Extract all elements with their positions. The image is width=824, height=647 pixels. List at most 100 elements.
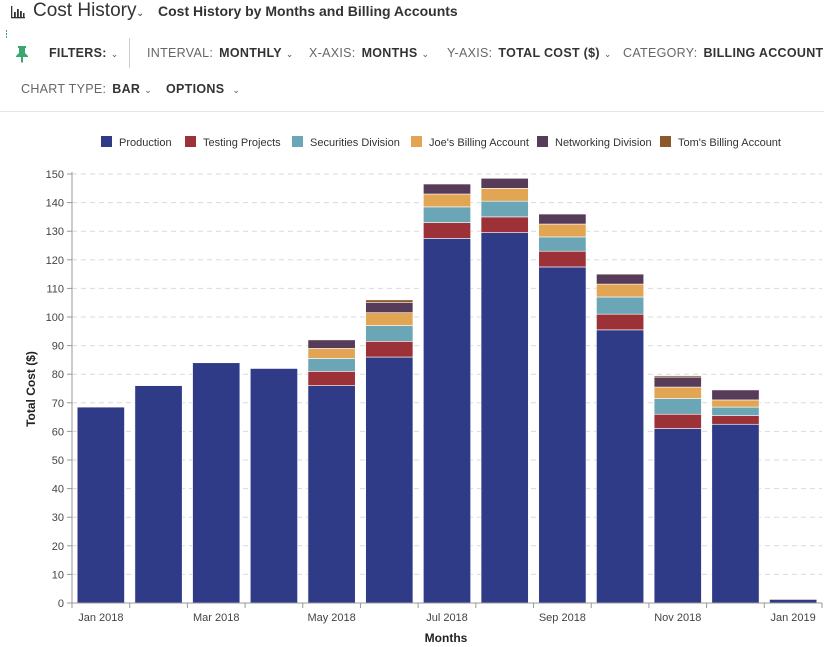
bar-networking-division[interactable] [480, 177, 529, 189]
pin-icon[interactable] [15, 45, 29, 63]
bar-testing-projects[interactable] [653, 413, 702, 429]
y-tick-label: 100 [46, 312, 64, 324]
bar-testing-projects[interactable] [596, 313, 645, 331]
legend-label-networking-division[interactable]: Networking Division [555, 137, 652, 149]
bar-production[interactable] [653, 428, 702, 604]
bar-joe-s-billing-account[interactable] [307, 348, 356, 359]
bar-testing-projects[interactable] [480, 216, 529, 233]
bar-production[interactable] [307, 385, 356, 604]
charttype-dropdown[interactable]: CHART TYPE: BAR ⌄ [21, 82, 152, 96]
bar-production[interactable] [76, 406, 125, 604]
bar-production[interactable] [480, 232, 529, 604]
y-axis-title: Total Cost ($) [24, 351, 38, 427]
bar-joe-s-billing-account[interactable] [538, 223, 587, 238]
interval-dropdown[interactable]: INTERVAL: MONTHLY ⌄ [147, 46, 294, 60]
chevron-down-icon: ⌄ [110, 49, 119, 59]
bar-production[interactable] [769, 599, 818, 604]
bar-production[interactable] [423, 238, 471, 604]
bar-testing-projects[interactable] [365, 341, 414, 358]
legend-swatch [411, 136, 422, 147]
chevron-down-icon: ⌄ [603, 49, 612, 59]
bar-production[interactable] [596, 329, 645, 604]
bar-tom-s-billing-account[interactable] [653, 375, 702, 378]
legend-swatch [537, 136, 548, 147]
chevron-down-icon: ⌄ [285, 49, 294, 59]
options-dropdown[interactable]: OPTIONS ⌄ [166, 82, 240, 96]
x-tick-label: Jan 2018 [78, 612, 123, 624]
filters-button[interactable]: FILTERS: ⌄ [49, 46, 119, 60]
y-tick-label: 110 [46, 283, 64, 295]
toolbar-secondary: CHART TYPE: BAR ⌄ OPTIONS ⌄ [0, 76, 824, 104]
legend-label-tom-s-billing-account[interactable]: Tom's Billing Account [678, 137, 781, 149]
bar-chart-icon [11, 6, 25, 19]
category-label: CATEGORY: [623, 46, 698, 60]
bar-networking-division[interactable] [365, 302, 414, 314]
legend-label-securities-division[interactable]: Securities Division [310, 137, 400, 149]
bar-networking-division[interactable] [653, 376, 702, 388]
bar-testing-projects[interactable] [538, 250, 587, 268]
y-tick-label: 30 [52, 512, 64, 524]
x-tick-label: Jan 2019 [771, 612, 816, 624]
bar-securities-division[interactable] [365, 325, 414, 342]
y-tick-label: 130 [46, 226, 64, 238]
bar-securities-division[interactable] [538, 236, 587, 252]
legend-swatch [292, 136, 303, 147]
bar-networking-division[interactable] [538, 213, 587, 225]
filters-label: FILTERS: [49, 46, 107, 60]
bar-securities-division[interactable] [480, 200, 529, 218]
bar-joe-s-billing-account[interactable] [596, 283, 645, 298]
legend-label-joe-s-billing-account[interactable]: Joe's Billing Account [429, 137, 529, 149]
bar-testing-projects[interactable] [307, 371, 356, 386]
y-tick-label: 120 [46, 255, 64, 267]
bar-production[interactable] [134, 385, 183, 604]
chevron-down-icon[interactable]: ⌄ [136, 8, 145, 19]
cost-history-chart: Production Testing Projects Securities Div… [24, 136, 823, 645]
chevron-down-icon: ⌄ [232, 85, 241, 95]
bar-securities-division[interactable] [711, 406, 760, 416]
legend-label-production[interactable]: Production [119, 137, 172, 149]
legend-swatch [185, 136, 196, 147]
app-title[interactable]: Cost History [33, 0, 137, 21]
bar-networking-division[interactable] [711, 389, 760, 401]
bar-joe-s-billing-account[interactable] [711, 399, 760, 408]
y-tick-label: 80 [52, 369, 64, 381]
chart-legend: Production Testing Projects Securities Div… [101, 136, 781, 149]
bar-production[interactable] [365, 356, 414, 604]
bar-production[interactable] [192, 362, 241, 604]
bar-production[interactable] [711, 423, 760, 604]
y-tick-label: 20 [52, 541, 64, 553]
bar-networking-division[interactable] [423, 183, 471, 195]
report-title: Cost History by Months and Billing Accou… [158, 3, 458, 19]
bar-testing-projects[interactable] [423, 222, 471, 239]
bar-securities-division[interactable] [596, 296, 645, 315]
bar-joe-s-billing-account[interactable] [653, 386, 702, 399]
bar-tom-s-billing-account[interactable] [365, 299, 414, 303]
y-tick-label: 40 [52, 484, 64, 496]
bar-securities-division[interactable] [423, 206, 471, 223]
bar-securities-division[interactable] [653, 398, 702, 415]
category-dropdown[interactable]: CATEGORY:BILLING ACCOUNTS⌄ [623, 46, 824, 60]
bar-joe-s-billing-account[interactable] [423, 193, 471, 208]
legend-label-testing-projects[interactable]: Testing Projects [203, 137, 281, 149]
bar-joe-s-billing-account[interactable] [480, 188, 529, 202]
xaxis-dropdown[interactable]: X-AXIS: MONTHS ⌄ [309, 46, 429, 60]
yaxis-value: TOTAL COST ($) [498, 46, 600, 60]
bar-networking-division[interactable] [596, 273, 645, 285]
xaxis-value: MONTHS [361, 46, 418, 60]
bar-production[interactable] [249, 368, 298, 604]
yaxis-dropdown[interactable]: Y-AXIS: TOTAL COST ($) ⌄ [447, 46, 612, 60]
legend-swatch [660, 136, 671, 147]
bar-production[interactable] [538, 266, 587, 604]
toolbar-divider [129, 38, 130, 68]
options-label: OPTIONS [166, 82, 225, 96]
chevron-down-icon: ⌄ [144, 85, 153, 95]
y-tick-label: 60 [52, 426, 64, 438]
bar-testing-projects[interactable] [711, 415, 760, 425]
bar-networking-division[interactable] [307, 339, 356, 349]
bar-testing-projects[interactable] [769, 598, 818, 600]
bar-joe-s-billing-account[interactable] [365, 312, 414, 326]
bar-securities-division[interactable] [307, 358, 356, 372]
chevron-down-icon: ⌄ [421, 49, 430, 59]
category-value: BILLING ACCOUNTS [703, 46, 824, 60]
y-tick-label: 50 [52, 455, 64, 467]
